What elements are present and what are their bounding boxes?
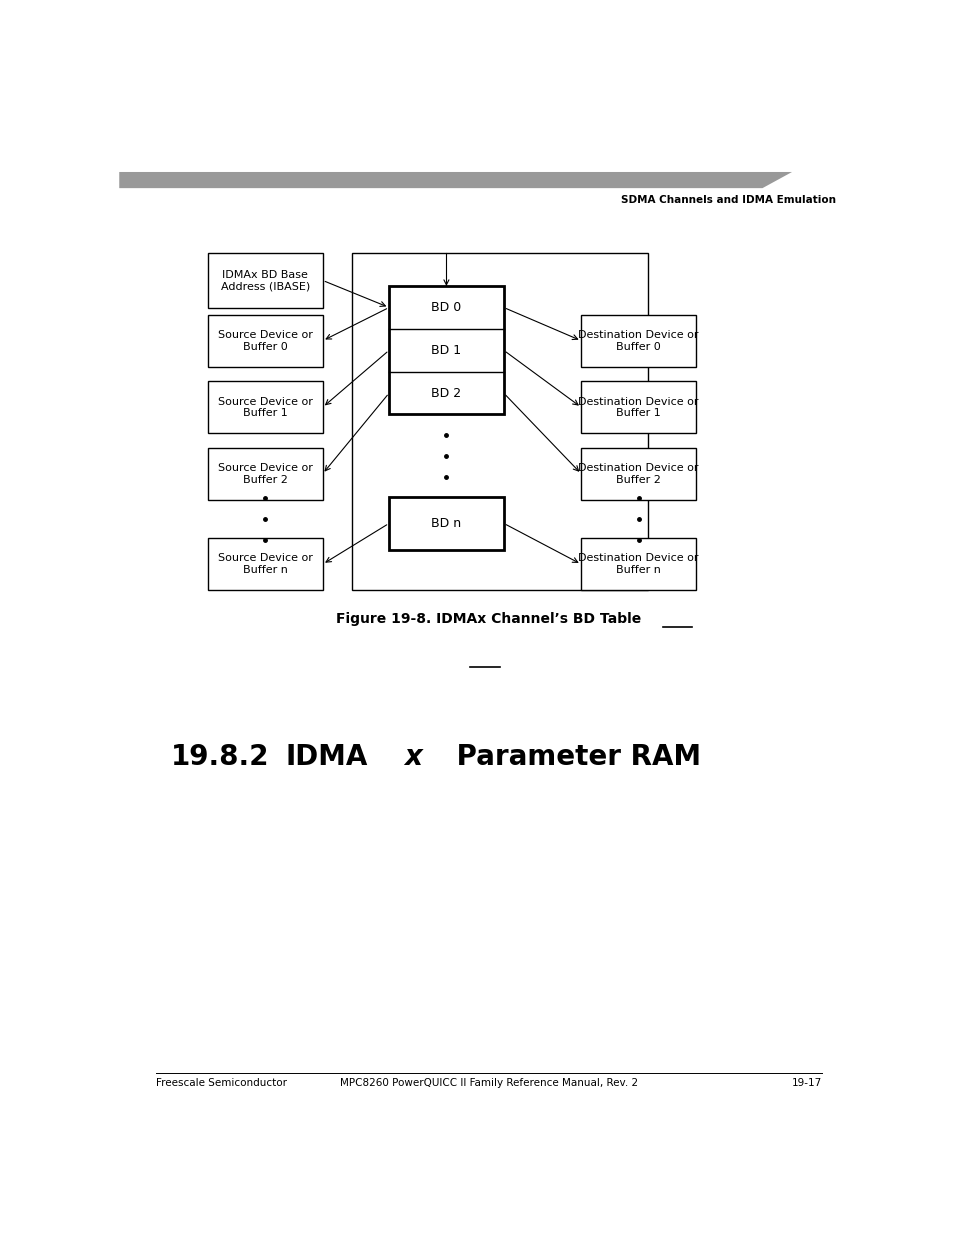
Text: MPC8260 PowerQUICC II Family Reference Manual, Rev. 2: MPC8260 PowerQUICC II Family Reference M… (339, 1078, 638, 1088)
Text: Destination Device or
Buffer 1: Destination Device or Buffer 1 (578, 396, 699, 419)
Text: Destination Device or
Buffer 0: Destination Device or Buffer 0 (578, 330, 699, 352)
Text: BD 0: BD 0 (431, 301, 461, 314)
Text: BD n: BD n (431, 517, 461, 530)
Text: BD 1: BD 1 (431, 343, 461, 357)
Bar (580, 538, 695, 590)
Bar (208, 448, 322, 500)
Text: Parameter RAM: Parameter RAM (446, 742, 700, 771)
Bar (580, 448, 695, 500)
Bar (208, 315, 322, 367)
Text: Source Device or
Buffer 1: Source Device or Buffer 1 (217, 396, 313, 419)
Text: Source Device or
Buffer 2: Source Device or Buffer 2 (217, 463, 313, 484)
Bar (389, 498, 503, 550)
Bar (580, 382, 695, 433)
Bar (580, 315, 695, 367)
Text: Figure 19-8. IDMAx Channel’s BD Table: Figure 19-8. IDMAx Channel’s BD Table (336, 613, 640, 626)
Bar (389, 287, 503, 415)
Text: Destination Device or
Buffer 2: Destination Device or Buffer 2 (578, 463, 699, 484)
Text: SDMA Channels and IDMA Emulation: SDMA Channels and IDMA Emulation (620, 195, 836, 205)
Text: Freescale Semiconductor: Freescale Semiconductor (156, 1078, 287, 1088)
Text: x: x (404, 742, 422, 771)
Bar (208, 538, 322, 590)
Text: 19-17: 19-17 (791, 1078, 821, 1088)
Text: IDMAx BD Base
Address (IBASE): IDMAx BD Base Address (IBASE) (220, 269, 310, 291)
Text: Destination Device or
Buffer n: Destination Device or Buffer n (578, 553, 699, 576)
Text: BD 2: BD 2 (431, 387, 461, 400)
Text: Source Device or
Buffer n: Source Device or Buffer n (217, 553, 313, 576)
Polygon shape (119, 172, 791, 188)
Text: 19.8.2: 19.8.2 (171, 742, 269, 771)
Bar (208, 253, 322, 308)
Bar (352, 253, 647, 590)
Bar (208, 382, 322, 433)
Text: IDMA: IDMA (285, 742, 368, 771)
Text: Source Device or
Buffer 0: Source Device or Buffer 0 (217, 330, 313, 352)
